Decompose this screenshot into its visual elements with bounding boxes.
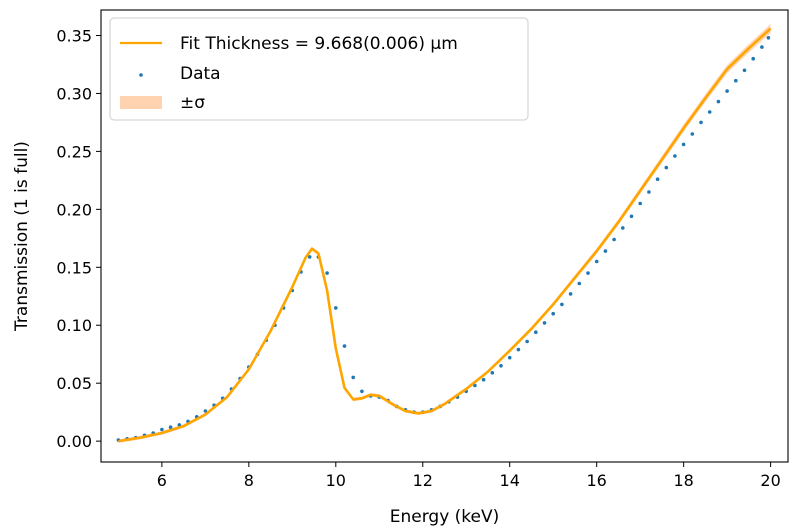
data-point xyxy=(612,237,616,242)
legend-band-swatch xyxy=(120,96,162,109)
data-point xyxy=(664,165,669,170)
data-point xyxy=(751,56,755,61)
data-point xyxy=(551,311,555,316)
legend-box xyxy=(109,17,529,121)
legend-data-swatch xyxy=(139,73,143,77)
data-point xyxy=(673,154,677,158)
y-tick-label: 0.05 xyxy=(56,374,92,393)
data-point xyxy=(351,375,356,380)
data-point xyxy=(766,36,771,40)
data-point xyxy=(621,226,625,230)
data-point xyxy=(499,364,503,368)
data-point xyxy=(568,292,573,296)
data-point xyxy=(707,110,712,114)
plot-frame xyxy=(100,9,789,463)
data-point xyxy=(560,302,564,307)
data-point xyxy=(638,201,642,206)
data-point xyxy=(168,425,173,430)
data-point xyxy=(725,89,729,93)
y-tick-label: 0.25 xyxy=(56,142,92,161)
legend: Fit Thickness = 9.668(0.006) μm Data ±σ xyxy=(109,17,529,121)
data-point xyxy=(177,423,182,427)
x-tick-label: 12 xyxy=(413,471,433,490)
data-point xyxy=(490,371,495,375)
data-point xyxy=(542,321,547,325)
y-tick-label: 0.15 xyxy=(56,258,92,277)
data-point xyxy=(577,281,582,286)
data-point xyxy=(594,259,599,264)
y-tick-label: 0.10 xyxy=(56,316,92,335)
x-tick-label: 10 xyxy=(326,471,346,490)
data-point xyxy=(203,409,208,413)
x-axis-label: Energy (keV) xyxy=(390,507,500,527)
y-axis-label: Transmission (1 is full) xyxy=(12,141,32,332)
x-tick-label: 16 xyxy=(587,471,607,490)
data-point xyxy=(681,142,686,147)
data-point xyxy=(481,377,486,382)
x-tick-label: 18 xyxy=(673,471,693,490)
data-point xyxy=(647,190,651,194)
data-point xyxy=(507,355,512,360)
data-point xyxy=(334,306,338,310)
data-point xyxy=(655,177,660,181)
data-point xyxy=(734,78,738,83)
data-point xyxy=(760,45,764,49)
x-tick-label: 20 xyxy=(760,471,780,490)
x-tick-label: 14 xyxy=(500,471,520,490)
data-point xyxy=(325,271,329,275)
x-tick-label: 8 xyxy=(244,471,254,490)
y-tick-label: 0.20 xyxy=(56,200,92,219)
data-point xyxy=(473,383,477,388)
data-point xyxy=(690,132,695,136)
data-point xyxy=(525,339,529,344)
data-point xyxy=(160,427,164,432)
x-axis-ticks: 6 8 10 12 14 16 18 20 xyxy=(157,462,781,490)
data-point xyxy=(534,330,538,335)
y-tick-label: 0.35 xyxy=(56,26,92,45)
data-point xyxy=(716,99,721,104)
data-point xyxy=(307,255,312,259)
data-point xyxy=(342,344,347,348)
legend-band-label: ±σ xyxy=(180,93,205,113)
data-point xyxy=(742,68,747,73)
legend-fit-label: Fit Thickness = 9.668(0.006) μm xyxy=(180,34,458,54)
data-point xyxy=(360,389,364,394)
y-axis-ticks: 0.00 0.05 0.10 0.15 0.20 0.25 0.30 0.35 xyxy=(56,26,101,451)
data-point xyxy=(629,214,634,219)
data-point xyxy=(516,347,521,352)
x-tick-label: 6 xyxy=(157,471,167,490)
fit-line-layer xyxy=(118,27,772,443)
data-point xyxy=(586,271,590,275)
fit-line xyxy=(118,27,772,443)
data-point xyxy=(699,120,703,125)
y-tick-label: 0.00 xyxy=(56,432,92,451)
y-tick-label: 0.30 xyxy=(56,84,92,103)
data-point xyxy=(603,249,608,253)
legend-data-label: Data xyxy=(180,64,221,84)
